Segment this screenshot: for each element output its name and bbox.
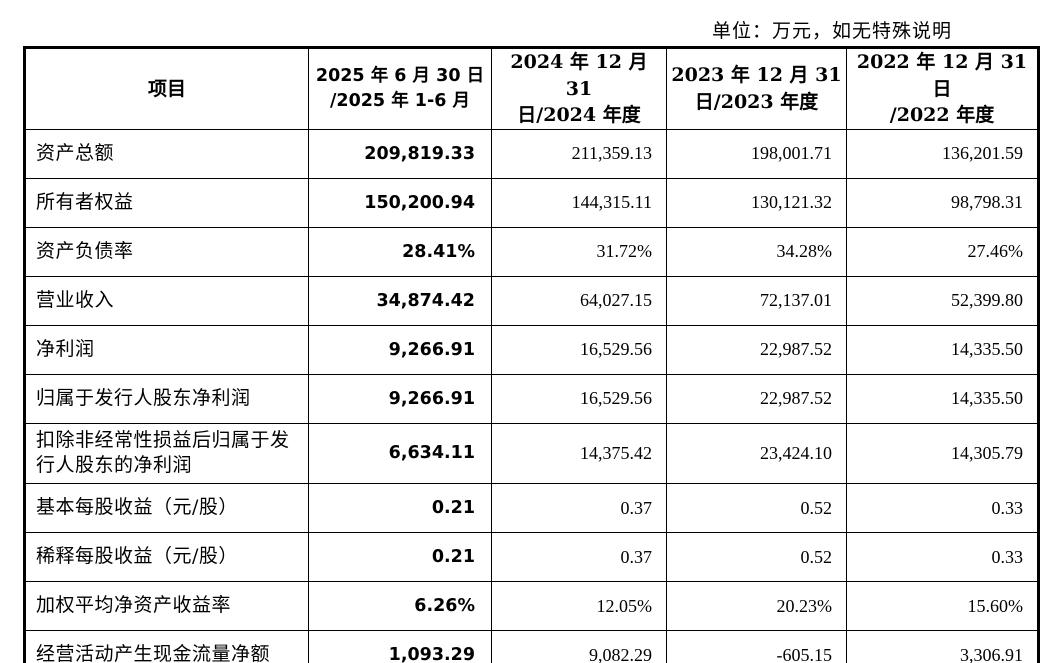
cell-value: 209,819.33 (308, 128, 492, 179)
cell-value: 198,001.71 (666, 128, 847, 179)
cell-value: 9,266.91 (308, 373, 492, 424)
cell-value: 6.26% (308, 581, 492, 632)
column-header-2022: 2022 年 12 月 31 日 /2022 年度 (846, 47, 1039, 130)
table-row: 资产总额 209,819.33 211,359.13 198,001.71 13… (24, 128, 1039, 179)
row-label: 扣除非经常性损益后归属于发行人股东的净利润 (24, 422, 309, 485)
row-label: 净利润 (24, 324, 309, 375)
cell-value: 98,798.31 (846, 177, 1039, 228)
cell-value: -605.15 (666, 630, 847, 663)
column-header-2024: 2024 年 12 月 31 日/2024 年度 (491, 47, 667, 130)
cell-value: 136,201.59 (846, 128, 1039, 179)
cell-value: 14,335.50 (846, 324, 1039, 375)
cell-value: 52,399.80 (846, 275, 1039, 326)
table-row: 归属于发行人股东净利润 9,266.91 16,529.56 22,987.52… (24, 373, 1039, 424)
cell-value: 22,987.52 (666, 373, 847, 424)
unit-note: 单位：万元，如无特殊说明 (711, 20, 952, 42)
cell-value: 14,335.50 (846, 373, 1039, 424)
row-label: 所有者权益 (24, 177, 309, 228)
table-row: 扣除非经常性损益后归属于发行人股东的净利润 6,634.11 14,375.42… (24, 422, 1039, 485)
cell-value: 20.23% (666, 581, 847, 632)
table-header-row: 项目 2025 年 6 月 30 日 /2025 年 1-6 月 2024 年 … (24, 47, 1039, 130)
cell-value: 16,529.56 (491, 373, 667, 424)
cell-value: 34.28% (666, 226, 847, 277)
table-row: 所有者权益 150,200.94 144,315.11 130,121.32 9… (24, 177, 1039, 228)
row-label: 资产总额 (24, 128, 309, 179)
cell-value: 22,987.52 (666, 324, 847, 375)
table-row: 经营活动产生现金流量净额 1,093.29 9,082.29 -605.15 3… (24, 630, 1039, 663)
row-label: 稀释每股收益（元/股） (24, 532, 309, 583)
cell-value: 64,027.15 (491, 275, 667, 326)
column-header-2025: 2025 年 6 月 30 日 /2025 年 1-6 月 (308, 47, 492, 130)
row-label: 加权平均净资产收益率 (24, 581, 309, 632)
row-label: 归属于发行人股东净利润 (24, 373, 309, 424)
cell-value: 150,200.94 (308, 177, 492, 228)
cell-value: 0.33 (846, 483, 1039, 534)
column-header-2023: 2023 年 12 月 31 日/2023 年度 (666, 47, 847, 130)
cell-value: 16,529.56 (491, 324, 667, 375)
financial-summary-table: 项目 2025 年 6 月 30 日 /2025 年 1-6 月 2024 年 … (23, 46, 1040, 663)
cell-value: 15.60% (846, 581, 1039, 632)
cell-value: 9,082.29 (491, 630, 667, 663)
cell-value: 144,315.11 (491, 177, 667, 228)
cell-value: 28.41% (308, 226, 492, 277)
cell-value: 0.21 (308, 483, 492, 534)
row-label: 资产负债率 (24, 226, 309, 277)
cell-value: 12.05% (491, 581, 667, 632)
cell-value: 1,093.29 (308, 630, 492, 663)
cell-value: 0.21 (308, 532, 492, 583)
cell-value: 14,375.42 (491, 422, 667, 485)
cell-value: 0.37 (491, 532, 667, 583)
cell-value: 14,305.79 (846, 422, 1039, 485)
cell-value: 0.52 (666, 532, 847, 583)
cell-value: 31.72% (491, 226, 667, 277)
row-label: 经营活动产生现金流量净额 (24, 630, 309, 663)
cell-value: 34,874.42 (308, 275, 492, 326)
cell-value: 6,634.11 (308, 422, 492, 485)
cell-value: 72,137.01 (666, 275, 847, 326)
cell-value: 3,306.91 (846, 630, 1039, 663)
table-row: 稀释每股收益（元/股） 0.21 0.37 0.52 0.33 (24, 532, 1039, 583)
table-row: 营业收入 34,874.42 64,027.15 72,137.01 52,39… (24, 275, 1039, 326)
cell-value: 27.46% (846, 226, 1039, 277)
cell-value: 0.37 (491, 483, 667, 534)
cell-value: 0.33 (846, 532, 1039, 583)
row-label: 营业收入 (24, 275, 309, 326)
cell-value: 9,266.91 (308, 324, 492, 375)
column-header-item: 项目 (24, 47, 309, 130)
table-row: 基本每股收益（元/股） 0.21 0.37 0.52 0.33 (24, 483, 1039, 534)
cell-value: 211,359.13 (491, 128, 667, 179)
row-label: 基本每股收益（元/股） (24, 483, 309, 534)
cell-value: 130,121.32 (666, 177, 847, 228)
cell-value: 0.52 (666, 483, 847, 534)
table-row: 资产负债率 28.41% 31.72% 34.28% 27.46% (24, 226, 1039, 277)
cell-value: 23,424.10 (666, 422, 847, 485)
table-row: 净利润 9,266.91 16,529.56 22,987.52 14,335.… (24, 324, 1039, 375)
table-row: 加权平均净资产收益率 6.26% 12.05% 20.23% 15.60% (24, 581, 1039, 632)
